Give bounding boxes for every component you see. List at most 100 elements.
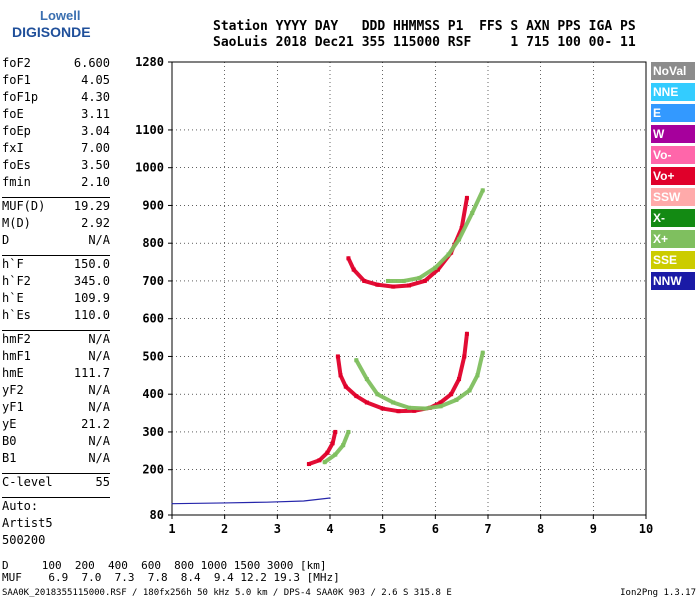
trace-point [385,278,390,283]
x-tick-label: 6 [432,522,439,536]
param-row: yF1 N/A [2,399,110,416]
trace-point [364,377,369,382]
trace-point [333,429,338,434]
param-name: D [2,233,10,247]
trace-point [422,278,427,283]
param-name: B0 [2,434,17,448]
trace-point [470,211,475,215]
param-value: 345.0 [73,274,110,288]
param-value: 19.29 [73,199,110,213]
logo-lowell-text: Lowell [40,8,81,23]
param-row: foF1 4.05 [2,72,110,89]
param-value: N/A [88,349,110,363]
param-row: hmF1 N/A [2,348,110,365]
param-row: fmin 2.10 [2,174,110,191]
x-tick-label: 4 [326,522,333,536]
trace-point [317,458,322,463]
trace-point [325,450,330,455]
param-value: 7.00 [81,141,110,155]
y-tick-label: 1100 [135,123,164,137]
param-row: D N/A [2,232,110,249]
auto-artist: Artist5 [2,516,53,530]
y-tick-label: 800 [142,236,164,250]
legend-item-ssw: SSW [651,188,695,206]
param-name: h`F2 [2,274,31,288]
trace-point [480,188,485,193]
trace-x- [385,188,485,283]
y-tick-label: 1000 [135,161,164,175]
param-name: foE [2,107,24,121]
legend-item-vo-: Vo- [651,146,695,164]
trace-point [391,400,396,405]
trace-point [346,429,351,434]
param-row: h`E 109.9 [2,290,110,307]
trace-point [351,267,356,272]
param-row: fxI 7.00 [2,140,110,157]
param-value: 3.11 [81,107,110,121]
param-name: hmE [2,366,24,380]
param-value: 3.04 [81,124,110,138]
trace-point [375,392,380,397]
param-name: fxI [2,141,24,155]
legend-item-vo-: Vo+ [651,167,695,185]
param-row: M(D) 2.92 [2,215,110,232]
trace-x- [322,429,351,465]
c-level-row: C-level 55 [2,473,110,491]
trace-point [306,462,311,467]
trace-point [354,358,359,363]
param-value: N/A [88,451,110,465]
param-name: B1 [2,451,17,465]
trace-point [464,195,469,200]
param-name: foF1 [2,73,31,87]
logo-digisonde-text: DIGISONDE [12,24,91,40]
distance-row: D 100 200 400 600 800 1000 1500 3000 [km… [2,559,327,572]
param-value: N/A [88,383,110,397]
param-value: 55 [95,475,110,489]
plot-frame [171,61,647,516]
trace-point [391,284,396,289]
legend-item-sse: SSE [651,251,695,269]
param-name: C-level [2,475,53,489]
legend-item-x-: X+ [651,230,695,248]
param-value: N/A [88,332,110,346]
trace-point [338,373,343,378]
trace-point [422,406,427,411]
trace-point [396,409,401,414]
param-value: 4.05 [81,73,110,87]
legend-item-e: E [651,104,695,122]
param-row: h`Es 110.0 [2,307,110,324]
param-value: 2.92 [81,216,110,230]
trace-vo- [346,195,469,289]
trace-point [380,406,385,411]
param-name: hmF1 [2,349,31,363]
trace-point [475,373,480,378]
trace-point [459,226,464,231]
param-row: foF1p 4.30 [2,89,110,106]
trace-point [454,397,459,402]
param-value: 109.9 [73,291,110,305]
param-name: foEs [2,158,31,172]
param-name: h`Es [2,308,31,322]
trace-point [467,388,472,393]
y-tick-label: 600 [142,312,164,326]
param-name: hmF2 [2,332,31,346]
param-row: foF2 6.600 [2,55,110,72]
y-tick-label: 80 [150,508,164,522]
param-name: foF2 [2,56,31,70]
param-row: foE 3.11 [2,106,110,123]
legend-item-nnw: NNW [651,272,695,290]
trace-point [412,408,417,413]
trace-point [457,237,462,242]
polarization-legend: NoVal NNE E W Vo- Vo+ SSW X- X+ SSE NNW [651,62,695,293]
param-row: h`F 150.0 [2,255,110,273]
trace-point [364,400,369,405]
param-name: MUF(D) [2,199,46,213]
param-value: 2.10 [81,175,110,189]
trace-point [438,400,443,405]
trace-point [362,278,367,283]
trace-point [330,441,335,446]
header-columns: Station YYYY DAY DDD HHMMSS P1 FFS S AXN… [213,19,636,34]
x-tick-label: 2 [221,522,228,536]
param-name: foF1p [2,90,39,104]
